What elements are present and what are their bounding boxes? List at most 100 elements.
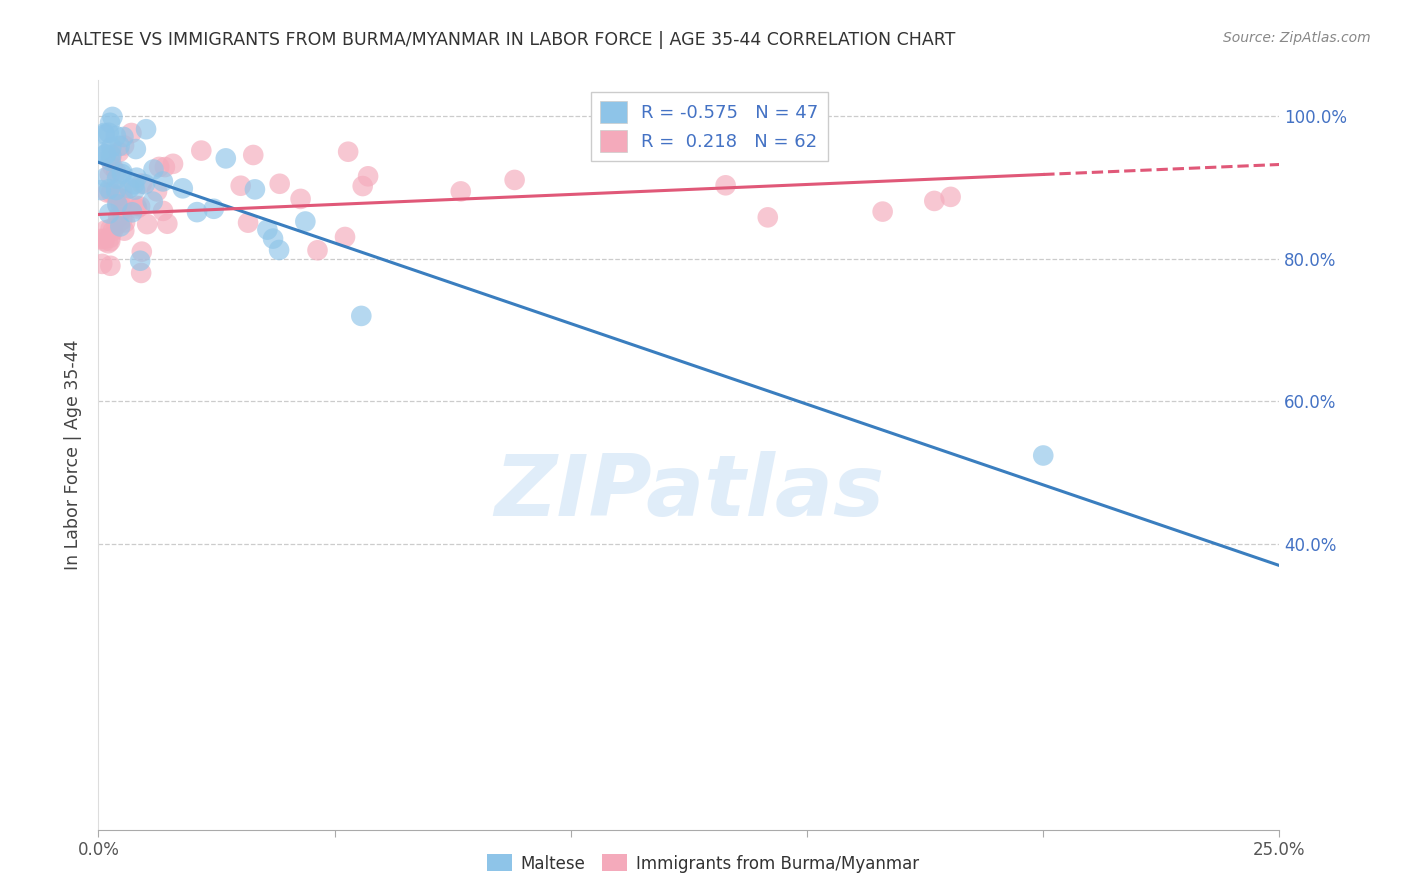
- Point: [94, 147, 117, 161]
- Y-axis label: In Labor Force | Age 35-44: In Labor Force | Age 35-44: [65, 340, 83, 570]
- Point: [107, 199, 129, 213]
- Point: [352, 179, 374, 194]
- Point: [136, 217, 159, 231]
- Point: [105, 183, 128, 197]
- Point: [131, 244, 153, 259]
- Point: [256, 222, 278, 236]
- Point: [267, 243, 290, 257]
- Point: [129, 199, 152, 213]
- Point: [94, 223, 117, 237]
- Point: [135, 122, 157, 136]
- Point: [939, 190, 962, 204]
- Point: [450, 185, 472, 199]
- Point: [503, 173, 526, 187]
- Point: [90, 145, 112, 160]
- Point: [91, 257, 114, 271]
- Point: [269, 177, 291, 191]
- Point: [756, 211, 779, 225]
- Point: [105, 218, 128, 232]
- Point: [333, 230, 356, 244]
- Point: [100, 154, 122, 169]
- Point: [243, 182, 266, 196]
- Point: [100, 149, 122, 163]
- Point: [112, 224, 135, 238]
- Point: [108, 139, 131, 153]
- Point: [94, 147, 117, 161]
- Point: [108, 145, 131, 159]
- Point: [97, 126, 120, 140]
- Point: [215, 152, 238, 166]
- Point: [110, 198, 132, 212]
- Point: [111, 185, 134, 199]
- Point: [97, 236, 120, 251]
- Point: [242, 148, 264, 162]
- Point: [90, 232, 112, 246]
- Point: [118, 181, 141, 195]
- Point: [131, 177, 153, 191]
- Point: [142, 194, 165, 209]
- Point: [104, 129, 127, 144]
- Point: [172, 181, 194, 195]
- Point: [100, 259, 122, 273]
- Point: [872, 204, 894, 219]
- Point: [294, 214, 316, 228]
- Point: [357, 169, 380, 184]
- Point: [111, 164, 134, 178]
- Point: [101, 110, 124, 124]
- Point: [162, 157, 184, 171]
- Point: [290, 192, 312, 206]
- Point: [124, 183, 146, 197]
- Point: [190, 144, 212, 158]
- Point: [93, 232, 115, 246]
- Point: [152, 174, 174, 188]
- Point: [350, 309, 373, 323]
- Point: [96, 186, 118, 200]
- Point: [148, 160, 170, 174]
- Point: [105, 165, 128, 179]
- Point: [98, 235, 121, 249]
- Point: [129, 253, 152, 268]
- Point: [125, 199, 148, 213]
- Point: [134, 177, 156, 191]
- Point: [110, 219, 132, 234]
- Point: [125, 142, 148, 156]
- Point: [307, 244, 329, 258]
- Point: [112, 130, 135, 145]
- Point: [146, 185, 169, 199]
- Text: MALTESE VS IMMIGRANTS FROM BURMA/MYANMAR IN LABOR FORCE | AGE 35-44 CORRELATION : MALTESE VS IMMIGRANTS FROM BURMA/MYANMAR…: [56, 31, 956, 49]
- Text: Source: ZipAtlas.com: Source: ZipAtlas.com: [1223, 31, 1371, 45]
- Point: [1032, 449, 1054, 463]
- Point: [111, 212, 134, 227]
- Point: [93, 128, 115, 142]
- Point: [229, 178, 252, 193]
- Point: [125, 170, 148, 185]
- Point: [112, 192, 135, 206]
- Point: [142, 162, 165, 177]
- Text: ZIPatlas: ZIPatlas: [494, 450, 884, 534]
- Point: [714, 178, 737, 193]
- Point: [98, 116, 121, 130]
- Point: [90, 183, 112, 197]
- Point: [101, 160, 124, 174]
- Point: [107, 211, 129, 225]
- Point: [112, 138, 135, 153]
- Point: [100, 221, 122, 235]
- Point: [111, 167, 134, 181]
- Point: [156, 217, 179, 231]
- Legend: Maltese, Immigrants from Burma/Myanmar: Maltese, Immigrants from Burma/Myanmar: [481, 847, 925, 880]
- Point: [337, 145, 360, 159]
- Point: [100, 140, 122, 154]
- Point: [100, 230, 122, 244]
- Point: [98, 168, 121, 182]
- Point: [105, 197, 128, 211]
- Point: [112, 202, 135, 216]
- Point: [924, 194, 946, 208]
- Point: [105, 189, 128, 203]
- Point: [202, 202, 225, 216]
- Point: [153, 160, 176, 174]
- Point: [127, 202, 149, 216]
- Point: [122, 178, 145, 192]
- Legend: R = -0.575   N = 47, R =  0.218   N = 62: R = -0.575 N = 47, R = 0.218 N = 62: [591, 92, 828, 161]
- Point: [93, 126, 115, 140]
- Point: [101, 224, 124, 238]
